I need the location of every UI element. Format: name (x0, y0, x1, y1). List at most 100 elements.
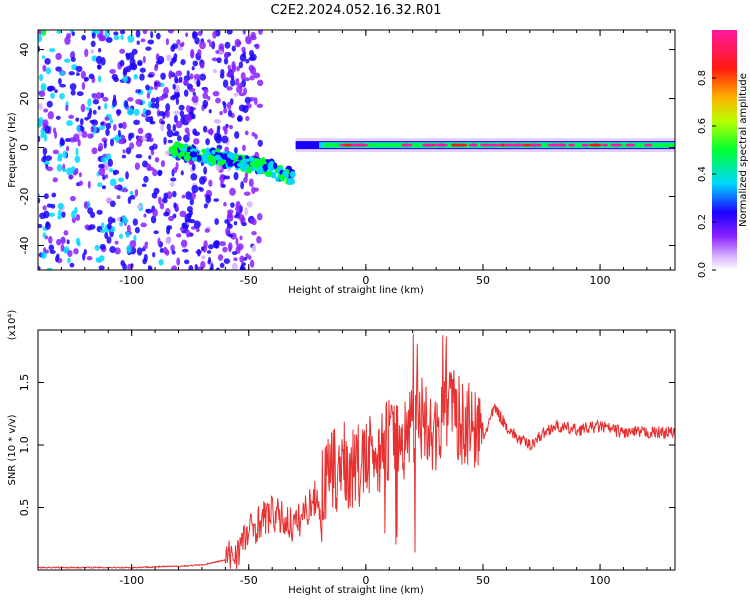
noise-speckle (63, 246, 70, 253)
noise-speckle (219, 262, 225, 269)
noise-speckle (166, 191, 173, 200)
noise-speckle (38, 117, 44, 125)
noise-speckle (150, 215, 157, 224)
y-tick-label: -40 (18, 237, 31, 255)
steady-line-peak (588, 143, 602, 147)
noise-speckle (146, 163, 152, 172)
spectrogram-panel: -100 -50 0 50 100 40 20 0 -20 -40 Height of stra… (7, 29, 676, 296)
noise-speckle (168, 215, 175, 222)
branch-blob (217, 160, 222, 166)
noise-speckle (104, 102, 108, 110)
noise-speckle (59, 137, 65, 146)
noise-speckle (165, 103, 171, 112)
branch-blob (287, 177, 295, 186)
noise-speckle (61, 211, 66, 218)
noise-speckle (256, 236, 262, 244)
noise-speckle (220, 69, 225, 76)
noise-speckle (155, 96, 160, 104)
noise-speckle (56, 30, 62, 34)
noise-speckle (90, 49, 95, 54)
noise-speckle (101, 185, 107, 190)
noise-speckle (105, 173, 109, 179)
noise-speckle (217, 254, 224, 261)
snr-x-axis-label: Height of straight line (km) (288, 585, 424, 596)
noise-speckle (223, 258, 231, 265)
noise-speckle (47, 111, 55, 120)
noise-speckle (239, 82, 243, 89)
noise-speckle (38, 223, 43, 229)
noise-speckle (121, 121, 127, 130)
noise-speckle (154, 81, 158, 86)
noise-speckle (145, 208, 150, 213)
noise-speckle (193, 220, 201, 229)
noise-speckle (116, 195, 121, 200)
noise-speckle (158, 95, 165, 101)
steady-line-peak (401, 143, 408, 147)
noise-speckle (117, 129, 121, 138)
noise-speckle (68, 174, 74, 179)
noise-speckle (73, 248, 79, 255)
noise-speckle (197, 30, 203, 36)
noise-speckle (117, 177, 125, 183)
noise-speckle (176, 233, 182, 238)
noise-speckle (214, 218, 219, 225)
noise-speckle (160, 120, 166, 125)
noise-speckle (135, 30, 141, 38)
noise-speckle (73, 133, 80, 142)
colorbar-label: Normalized spectral amplitude (738, 73, 749, 227)
noise-speckle (225, 226, 231, 236)
noise-speckle (250, 35, 257, 41)
noise-speckle (178, 104, 185, 111)
noise-speckle (158, 110, 166, 117)
noise-speckle (179, 210, 187, 218)
noise-speckle (142, 245, 148, 250)
noise-speckle (87, 133, 94, 139)
noise-speckle (109, 168, 114, 173)
noise-speckle (171, 250, 176, 255)
noise-speckle (98, 265, 105, 270)
steady-line-peak (479, 143, 492, 147)
noise-speckle (66, 167, 74, 176)
noise-speckle (141, 183, 147, 188)
noise-speckle (43, 210, 50, 219)
noise-speckle (219, 241, 227, 247)
noise-speckle (186, 105, 191, 113)
noise-speckle (212, 30, 217, 39)
noise-speckle (126, 245, 132, 254)
noise-speckle (193, 73, 201, 80)
noise-speckle (245, 253, 250, 259)
branch-blob (214, 154, 221, 161)
noise-speckle (100, 228, 106, 234)
noise-speckle (145, 109, 152, 116)
noise-speckle (132, 218, 138, 226)
noise-speckle (180, 239, 188, 248)
noise-speckle (227, 211, 233, 219)
noise-speckle (97, 105, 101, 110)
noise-speckle (145, 84, 150, 91)
branch-blob (196, 155, 202, 162)
noise-speckle (136, 204, 143, 209)
noise-speckle (226, 101, 232, 110)
noise-speckle (207, 39, 211, 44)
noise-speckle (143, 253, 148, 262)
noise-speckle (244, 77, 251, 82)
noise-speckle (98, 163, 105, 169)
noise-speckle (167, 30, 174, 34)
noise-speckle (66, 239, 70, 245)
noise-speckle (69, 83, 77, 91)
noise-speckle (169, 181, 175, 187)
noise-speckle (207, 250, 212, 254)
noise-speckle (216, 57, 222, 64)
noise-speckle (166, 123, 171, 131)
noise-speckle (181, 248, 189, 253)
snr-series-line (38, 333, 675, 569)
noise-speckle (107, 158, 113, 167)
noise-speckle (38, 102, 43, 110)
noise-speckle (99, 243, 106, 250)
noise-speckle (109, 178, 117, 187)
noise-speckle (100, 92, 104, 99)
noise-speckle (125, 147, 132, 155)
noise-speckle (256, 79, 264, 87)
noise-speckle (201, 255, 206, 260)
colorbar-tick-label: 0.6 (697, 118, 708, 134)
